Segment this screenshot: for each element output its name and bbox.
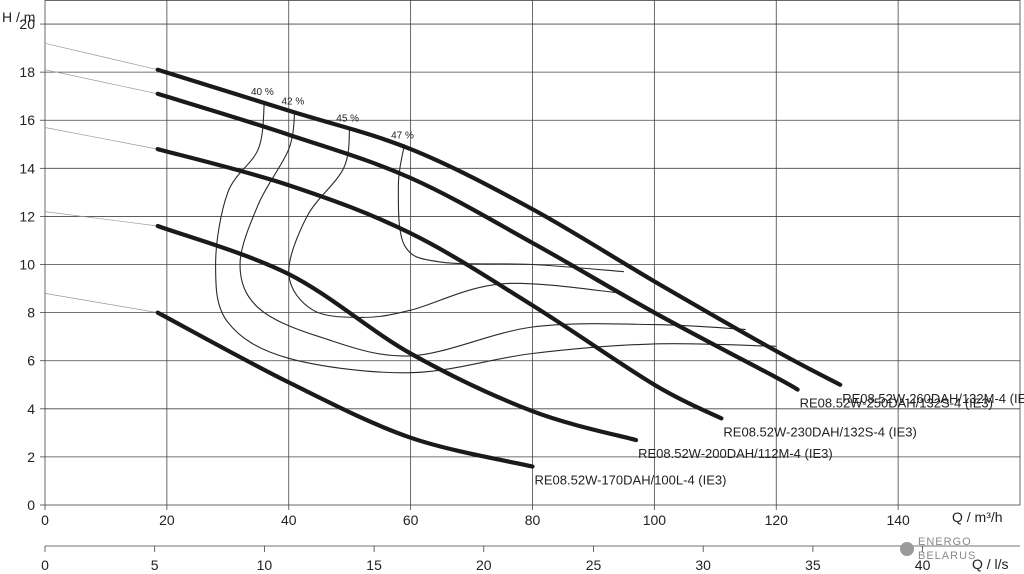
x2-tick-label: 0 [41,557,49,573]
x2-tick-label: 20 [476,557,492,573]
series-label: RE08.52W-230DAH/132S-4 (IE3) [723,424,916,439]
x-tick-label: 80 [525,512,541,528]
grid [40,0,1021,552]
curve-extension [44,293,158,313]
curve-extension [44,127,158,150]
y-tick-label: 6 [27,353,35,369]
x-tick-label: 20 [159,512,175,528]
pump-curve [155,91,800,392]
x2-tick-label: 40 [915,557,931,573]
efficiency-contour [288,127,624,318]
pump-curves: RE08.52W-260DAH/132M-4 (IE3)RE08.52W-250… [155,67,1024,488]
x2-tick-label: 25 [586,557,602,573]
x-tick-label: 40 [281,512,297,528]
y-tick-label: 10 [19,257,35,273]
pump-curve [155,147,724,421]
tick-labels: 0 2 4 6 8 10 12 14 16 18 20 0 20 40 60 80 100 120 140 0 5 10 1… [19,16,930,573]
y-axis-label: H / m [2,9,35,25]
x-tick-label: 120 [765,512,789,528]
efficiency-contour [397,144,624,273]
pump-curve [155,67,843,387]
x2-tick-label: 30 [695,557,711,573]
efficiency-contour [215,100,777,374]
y-tick-label: 16 [19,112,35,128]
y-tick-label: 20 [19,16,35,32]
x-axis-label: Q / m³/h [952,509,1003,525]
y-tick-label: 2 [27,449,35,465]
y-tick-label: 8 [27,305,35,321]
x2-tick-label: 5 [151,557,159,573]
series-label: RE08.52W-250DAH/132S-4 (IE3) [800,396,993,411]
x-axis-secondary-label: Q / l/s [972,556,1009,572]
efficiency-contour [239,110,746,357]
y-tick-label: 4 [27,401,35,417]
efficiency-label: 47 % [391,130,414,141]
y-tick-label: 0 [27,497,35,513]
watermark-line-1: ENERGO [918,536,972,548]
y-tick-label: 12 [19,208,35,224]
x-tick-label: 140 [886,512,910,528]
x2-tick-label: 15 [366,557,382,573]
y-tick-label: 18 [19,64,35,80]
watermark-line-2: BELARUS [918,550,977,562]
pump-curve [155,223,639,443]
x2-tick-label: 35 [805,557,821,573]
curve-extension [44,69,158,95]
x-tick-label: 60 [403,512,419,528]
series-label: RE08.52W-170DAH/100L-4 (IE3) [535,473,727,488]
efficiency-label: 42 % [281,97,304,108]
curve-extension [44,211,158,227]
series-label: RE08.52W-200DAH/112M-4 (IE3) [638,446,833,461]
watermark-logo: ENERGO BELARUS [898,536,1018,572]
efficiency-label: 40 % [251,87,274,98]
pump-curve [155,310,535,469]
series-label: RE08.52W-260DAH/132M-4 (IE3) [842,391,1024,406]
x-tick-label: 100 [643,512,667,528]
x-tick-label: 0 [41,512,49,528]
curve-extension [44,42,158,71]
efficiency-label: 45 % [336,113,359,124]
efficiency-contours: 40 % 42 % 45 % 47 % [215,87,777,374]
x2-tick-label: 10 [257,557,273,573]
energy-drop-icon [900,542,914,556]
curve-extensions [44,42,158,313]
y-tick-label: 14 [19,160,35,176]
